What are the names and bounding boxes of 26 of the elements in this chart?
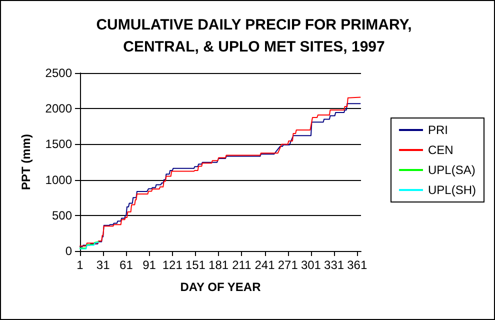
x-tick-label: 211 bbox=[232, 258, 252, 272]
y-tick-label: 1500 bbox=[45, 137, 72, 152]
x-axis-title: DAY OF YEAR bbox=[180, 280, 262, 294]
x-tick-label: 121 bbox=[162, 258, 183, 272]
y-tick-label: 1000 bbox=[45, 172, 72, 187]
x-tick-label: 241 bbox=[254, 258, 276, 272]
legend-label: PRI bbox=[428, 123, 448, 137]
legend-label: UPL(SA) bbox=[428, 163, 476, 177]
x-tick-label: 151 bbox=[185, 258, 206, 272]
x-tick-label: 181 bbox=[208, 258, 229, 272]
x-tick-label: 61 bbox=[120, 258, 134, 272]
legend-label: CEN bbox=[428, 143, 454, 157]
y-tick-label: 2500 bbox=[45, 66, 72, 80]
x-tick-label: 331 bbox=[324, 258, 344, 272]
legend-label: UPL(SH) bbox=[428, 183, 476, 197]
x-tick-label: 301 bbox=[300, 258, 322, 272]
x-tick-label: 91 bbox=[142, 258, 156, 272]
y-tick-label: 2000 bbox=[45, 102, 72, 116]
x-tick-label: 31 bbox=[96, 258, 110, 272]
y-tick-label: 0 bbox=[65, 244, 72, 258]
x-tick-label: 361 bbox=[347, 258, 368, 272]
x-tick-label: 1 bbox=[76, 258, 84, 272]
chart-title: CUMULATIVE DAILY PRECIP FOR PRIMARY, CENTRAL, & UPLO MET SITES, 1997 bbox=[96, 16, 412, 56]
x-tick-label: 271 bbox=[278, 258, 298, 272]
y-axis-title: PPT (mm) bbox=[19, 134, 33, 190]
y-tick-label: 500 bbox=[52, 208, 72, 222]
